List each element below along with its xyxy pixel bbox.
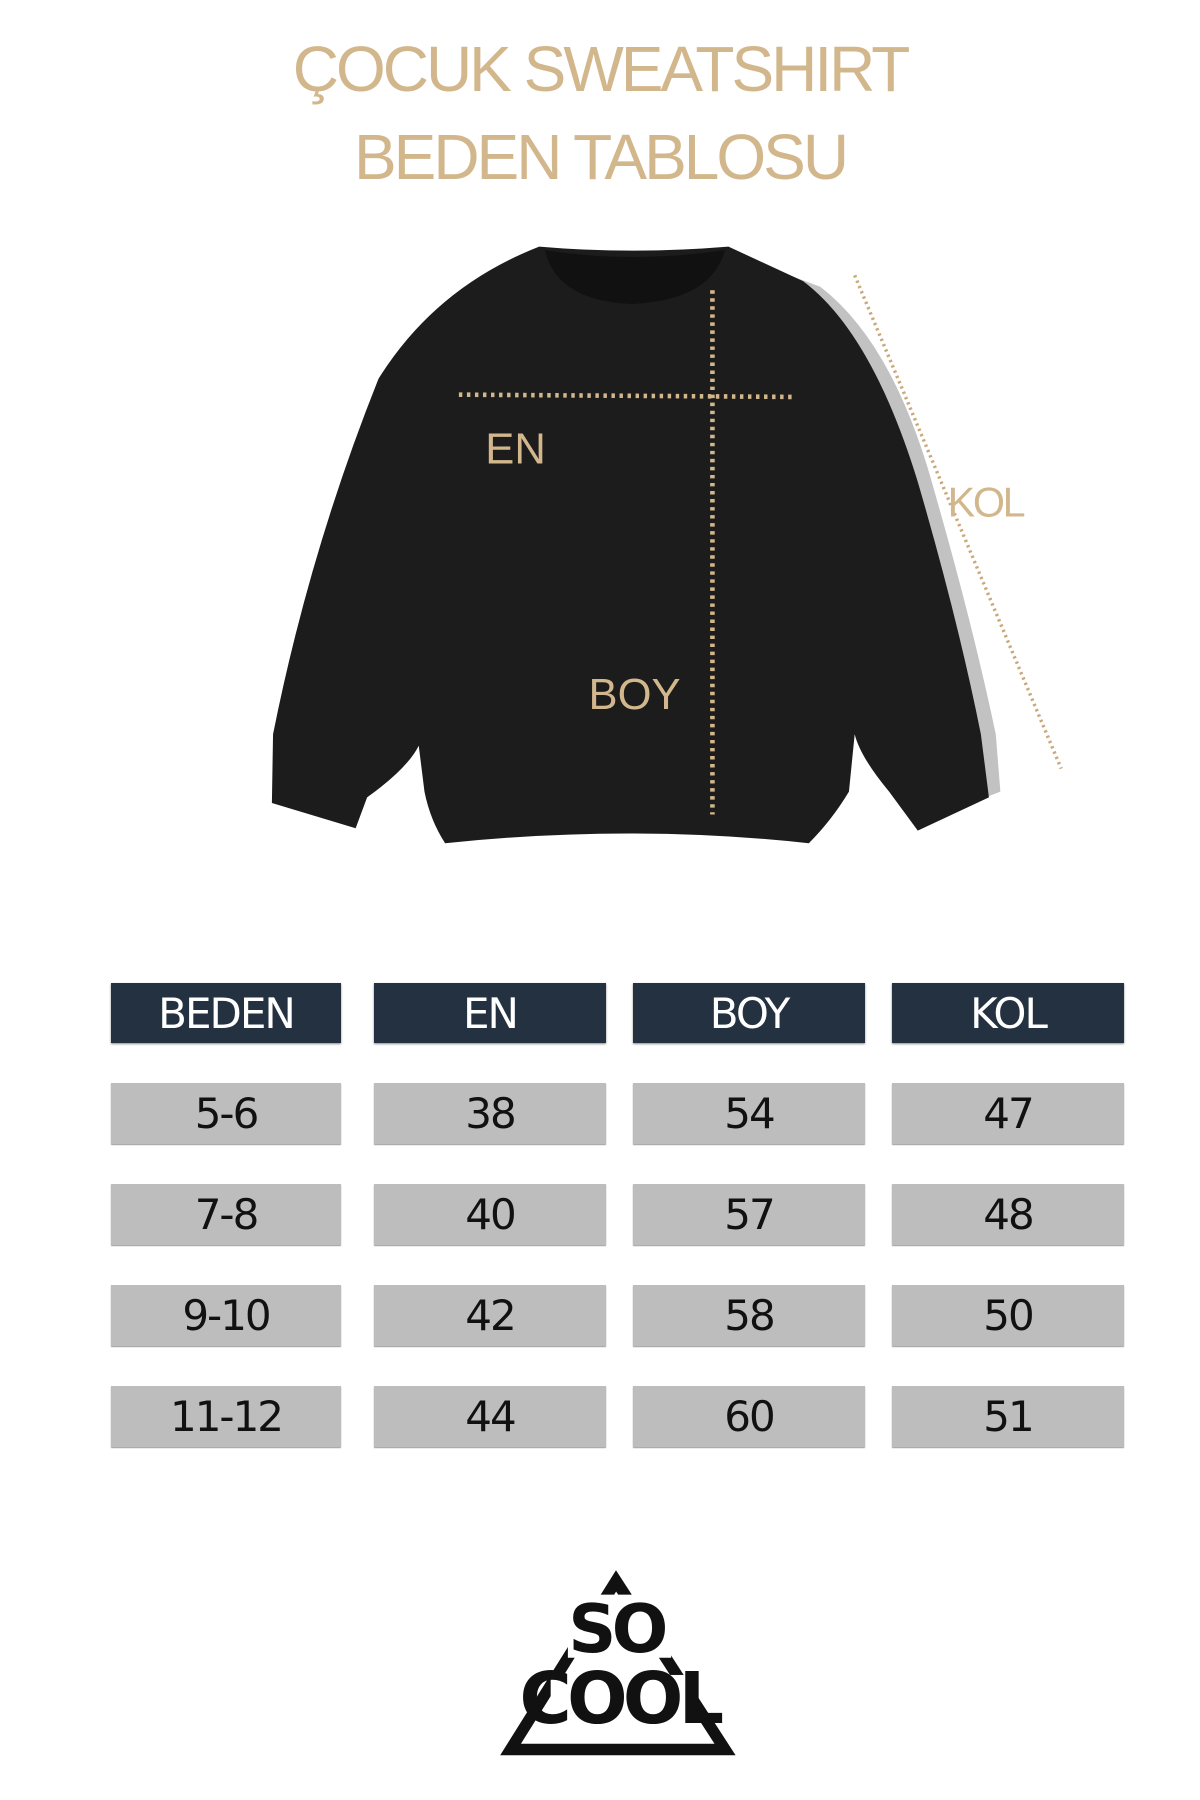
logo-text-so: SO [568, 1590, 665, 1668]
cell-en: 38 [374, 1083, 606, 1144]
cell-beden: 11-12 [111, 1386, 341, 1447]
cell-boy: 57 [633, 1184, 865, 1245]
cell-beden: 7-8 [111, 1184, 341, 1245]
logo-text-cool: COOL [519, 1657, 722, 1740]
cell-boy: 60 [633, 1386, 865, 1447]
kol-label: KOL [948, 479, 1025, 525]
cell-boy: 54 [633, 1083, 865, 1144]
header-en: EN [374, 983, 606, 1043]
page-title-line2: BEDEN TABLOSU [353, 121, 849, 193]
cell-en: 44 [374, 1386, 606, 1447]
cell-en: 40 [374, 1184, 606, 1245]
header-beden: BEDEN [111, 983, 341, 1043]
logo-triangle [500, 1570, 736, 1756]
cell-kol: 47 [892, 1083, 1124, 1144]
cell-boy: 58 [633, 1285, 865, 1346]
cell-beden: 5-6 [111, 1083, 341, 1144]
cell-kol: 50 [892, 1285, 1124, 1346]
en-label: EN [485, 425, 546, 473]
so-cool-logo: SO COOL [500, 1570, 736, 1756]
cell-kol: 51 [892, 1386, 1124, 1447]
sweatshirt-collar [544, 250, 726, 305]
page-title-line1: ÇOCUK SWEATSHIRT [292, 33, 911, 105]
header-boy: BOY [633, 983, 865, 1043]
cell-beden: 9-10 [111, 1285, 341, 1346]
header-kol: KOL [892, 983, 1124, 1043]
cell-kol: 48 [892, 1184, 1124, 1245]
sweatshirt-image [271, 246, 989, 844]
cell-en: 42 [374, 1285, 606, 1346]
boy-label: BOY [589, 671, 681, 719]
